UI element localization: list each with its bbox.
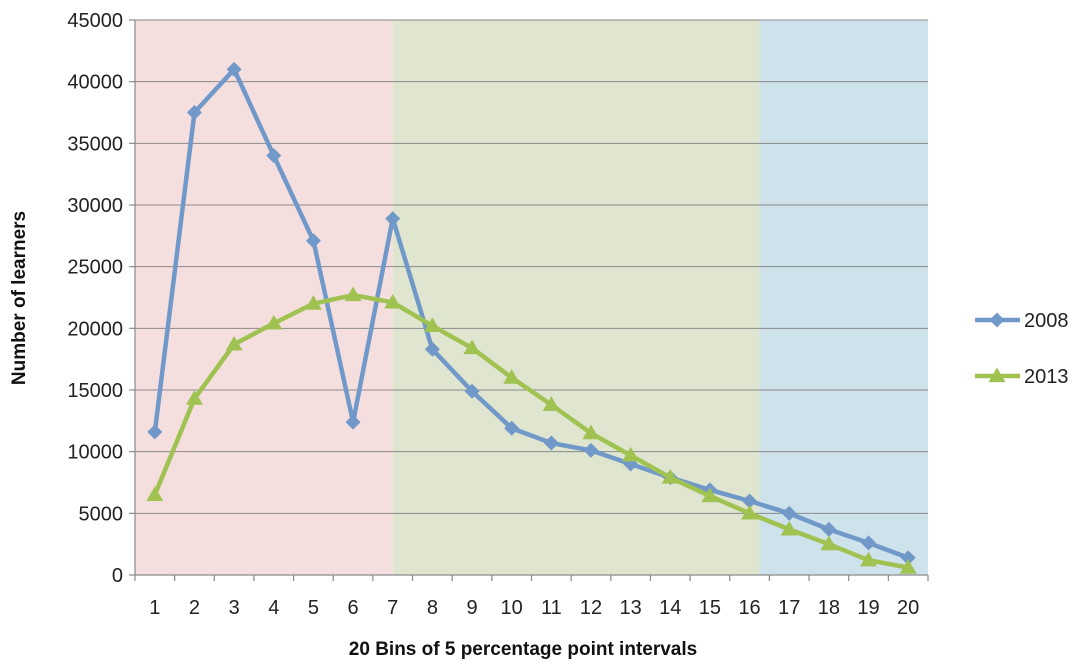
- data-point-2008: [781, 505, 797, 521]
- data-point-2013: [423, 317, 441, 332]
- legend-label-2008: 2008: [1024, 310, 1069, 332]
- data-point-2013: [304, 295, 322, 310]
- x-tick-label: 9: [466, 597, 477, 619]
- legend-item-2013: 2013: [975, 366, 1069, 388]
- x-tick-label: 15: [699, 597, 721, 619]
- legend: 2008 2013: [975, 310, 1069, 388]
- data-point-2008: [900, 550, 916, 566]
- x-tick-label: 12: [580, 597, 602, 619]
- data-point-2008: [186, 105, 202, 120]
- legend-marker-2008: [989, 312, 1005, 328]
- x-tick-label: 13: [620, 597, 642, 619]
- x-tick-label: 4: [268, 597, 279, 619]
- data-point-2008: [226, 61, 242, 77]
- data-point-2013: [661, 469, 679, 484]
- data-point-2008: [583, 442, 599, 458]
- data-point-2013: [899, 559, 917, 574]
- legend-item-2008: 2008: [975, 310, 1069, 332]
- data-point-2008: [424, 341, 440, 357]
- y-tick-label: 15000: [67, 380, 123, 402]
- x-axis-title: 20 Bins of 5 percentage point intervals: [349, 639, 697, 660]
- data-point-2013: [860, 551, 878, 567]
- x-tick-label: 14: [659, 597, 681, 619]
- y-tick-label: 5000: [79, 503, 124, 525]
- x-tick-label: 19: [857, 597, 879, 619]
- background-band-3: [759, 20, 928, 575]
- x-tick-label: 18: [818, 597, 840, 619]
- y-tick-label: 10000: [67, 442, 123, 464]
- y-tick-label: 40000: [67, 72, 123, 94]
- series-line-2008: [152, 67, 911, 560]
- data-point-2008: [504, 420, 520, 436]
- data-point-2013: [622, 446, 640, 462]
- data-point-2008: [543, 435, 559, 451]
- x-tick-labels: 1 2 3 4 5 6 7 8 9 10 11 12 13 14 15 16 17 18 19 20: [149, 597, 919, 619]
- y-tick-labels: 0 5000 10000 15000 20000 25000 30000 35000 40000…: [67, 10, 123, 587]
- data-point-2008: [821, 521, 837, 537]
- y-tick-label: 30000: [67, 195, 123, 217]
- data-point-2013: [820, 535, 838, 551]
- x-tick-label: 11: [541, 597, 562, 619]
- x-tick-label: 17: [778, 597, 800, 619]
- x-tick-label: 2: [189, 597, 200, 619]
- data-point-2013: [780, 520, 798, 536]
- x-tick-label: 10: [501, 597, 523, 619]
- legend-label-2013: 2013: [1024, 366, 1069, 388]
- data-point-2013: [701, 487, 719, 503]
- data-point-2008: [385, 211, 401, 227]
- y-tick-label: 45000: [67, 10, 123, 32]
- y-tick-label: 25000: [67, 257, 123, 279]
- data-point-2008: [305, 233, 321, 249]
- series-layer: [146, 61, 917, 574]
- data-point-2013: [741, 504, 759, 520]
- data-point-2008: [861, 535, 877, 551]
- x-tick-label: 5: [308, 597, 319, 619]
- data-point-2013: [542, 396, 560, 411]
- data-point-2013: [185, 390, 203, 405]
- background-band-2: [392, 20, 760, 575]
- x-tick-label: 3: [229, 597, 240, 619]
- data-point-2013: [265, 314, 283, 330]
- data-point-2013: [225, 335, 243, 351]
- data-point-2013: [146, 486, 164, 501]
- legend-marker-2013: [988, 367, 1006, 383]
- data-point-2008: [742, 493, 758, 509]
- axes: [129, 19, 929, 581]
- data-point-2008: [266, 148, 282, 164]
- data-point-2013: [384, 293, 402, 309]
- y-tick-label: 0: [112, 565, 123, 587]
- y-axis-title: Number of learners: [9, 211, 30, 385]
- y-tick-label: 20000: [67, 318, 123, 340]
- data-point-2013: [503, 369, 521, 384]
- data-point-2013: [582, 424, 600, 440]
- data-point-2008: [464, 383, 480, 399]
- series-2008: [147, 61, 916, 566]
- y-tick-label: 35000: [67, 133, 123, 155]
- data-point-2008: [345, 414, 361, 430]
- data-point-2008: [147, 424, 163, 440]
- x-tick-label: 20: [897, 597, 919, 619]
- x-tick-label: 16: [738, 597, 760, 619]
- x-tick-label: 8: [427, 597, 438, 619]
- x-tick-label: 1: [149, 597, 160, 619]
- series-line-2013: [152, 292, 911, 570]
- series-2013: [146, 286, 917, 574]
- data-point-2013: [463, 339, 481, 355]
- x-tick-label: 7: [387, 597, 398, 619]
- background-bands: [135, 20, 928, 575]
- x-tick-label: 6: [348, 597, 359, 619]
- data-point-2013: [344, 286, 362, 302]
